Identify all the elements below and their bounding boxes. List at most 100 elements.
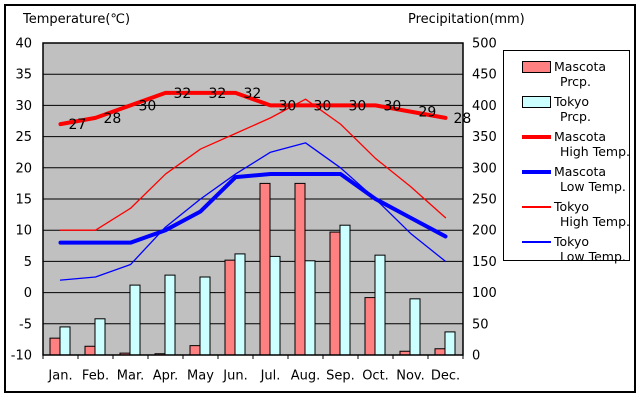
month-label: Nov.	[396, 369, 425, 384]
tokyo-prcp-swatch-icon	[522, 95, 551, 108]
precip-bar	[234, 253, 246, 356]
legend-item-mascota-prcp: Mascota Prcp.	[522, 59, 629, 89]
month-label: May	[187, 369, 214, 384]
data-label: 30	[139, 98, 157, 114]
left-axis-tick-label: 10	[15, 224, 32, 239]
month-label: Aug.	[291, 369, 321, 384]
right-axis-title: Precipitation(mm)	[408, 12, 525, 27]
right-axis-tick-label: 100	[472, 286, 497, 301]
precip-bar	[94, 318, 106, 356]
legend-label: Mascota	[554, 164, 607, 179]
month-label: Feb.	[82, 369, 109, 384]
legend-label-line2: High Temp.	[560, 144, 630, 159]
legend-item-tokyo-high: Tokyo High Temp.	[522, 199, 630, 229]
month-label: Dec.	[431, 369, 460, 384]
right-axis-tick-label: 350	[472, 130, 497, 145]
legend-label: Mascota	[554, 129, 607, 144]
legend: Mascota Prcp. Tokyo Prcp. Mascota High T…	[503, 50, 630, 264]
data-label: 30	[314, 98, 332, 114]
month-label: Jun.	[222, 369, 247, 384]
left-axis-tick-label: 30	[15, 99, 32, 114]
month-label: Mar.	[117, 369, 144, 384]
left-axis-tick-label: 40	[15, 37, 32, 52]
temp-line	[59, 98, 447, 231]
precip-bar	[129, 284, 141, 356]
legend-label-line2: High Temp.	[560, 214, 630, 229]
precip-bar	[199, 276, 211, 356]
legend-label: Tokyo	[554, 94, 589, 109]
chart-outer-border	[4, 4, 636, 393]
right-axis-tick-label: 500	[472, 37, 497, 52]
left-axis-tick-label: -10	[11, 349, 32, 364]
precip-bar	[49, 337, 61, 356]
legend-label: Tokyo	[554, 234, 589, 249]
precip-bar	[304, 260, 316, 356]
legend-label-line2: Prcp.	[560, 74, 591, 89]
right-axis-tick-label: 200	[472, 224, 497, 239]
precip-bar	[339, 224, 351, 356]
month-label: Jul.	[260, 369, 281, 384]
precip-bar	[224, 259, 236, 356]
data-label: 27	[69, 117, 87, 133]
data-label: 30	[349, 98, 367, 114]
legend-label: Tokyo	[554, 199, 589, 214]
data-label: 29	[419, 105, 437, 121]
right-axis-tick-label: 0	[472, 349, 480, 364]
data-label: 30	[279, 98, 297, 114]
month-label: Apr.	[153, 369, 178, 384]
left-axis-tick-label: 15	[15, 193, 32, 208]
right-axis-tick-label: 450	[472, 68, 497, 83]
month-label: Sep.	[326, 369, 355, 384]
mascota-high-line-icon	[522, 134, 551, 139]
temp-line	[58, 90, 448, 127]
data-label: 30	[384, 98, 402, 114]
legend-item-mascota-low: Mascota Low Temp.	[522, 164, 629, 194]
right-axis-tick-label: 250	[472, 193, 497, 208]
month-label: Oct.	[362, 369, 389, 384]
data-label: 32	[244, 86, 262, 102]
left-axis-tick-label: 25	[15, 130, 32, 145]
legend-label-line2: Prcp.	[560, 109, 591, 124]
precip-bar	[409, 298, 421, 356]
left-axis-tick-label: 5	[24, 255, 32, 270]
left-axis-tick-label: 35	[15, 68, 32, 83]
precip-bar	[59, 326, 71, 356]
precip-bar	[269, 255, 281, 356]
right-axis-tick-label: 150	[472, 255, 497, 270]
legend-label-line2: Low Temp.	[560, 249, 626, 264]
legend-label: Mascota	[554, 59, 607, 74]
tokyo-high-line-icon	[522, 205, 551, 208]
precip-bar	[444, 331, 456, 356]
mascota-low-line-icon	[522, 169, 551, 174]
data-label: 28	[104, 111, 122, 127]
precip-bar	[259, 182, 271, 356]
temp-line	[58, 172, 448, 245]
right-axis-tick-label: 300	[472, 161, 497, 176]
precip-bar	[434, 348, 446, 356]
tokyo-low-line-icon	[522, 240, 551, 243]
mascota-prcp-swatch-icon	[522, 60, 551, 73]
left-axis-title: Temperature(℃)	[23, 12, 131, 27]
legend-item-tokyo-prcp: Tokyo Prcp.	[522, 94, 629, 124]
precip-bar	[84, 345, 96, 356]
precip-bar	[164, 274, 176, 356]
precip-bar	[189, 345, 201, 356]
legend-item-tokyo-low: Tokyo Low Temp.	[522, 234, 629, 264]
left-axis-tick-label: 0	[24, 286, 32, 301]
left-axis-tick-label: -5	[19, 317, 32, 332]
legend-label-line2: Low Temp.	[560, 179, 626, 194]
precip-bar	[374, 254, 386, 356]
precip-bar	[329, 231, 341, 356]
temp-line	[59, 142, 447, 281]
precip-bar	[294, 182, 306, 356]
left-axis-tick-label: 20	[15, 161, 32, 176]
data-label: 32	[174, 86, 192, 102]
right-axis-tick-label: 400	[472, 99, 497, 114]
month-label: Jan.	[47, 369, 72, 384]
precip-bar	[364, 297, 376, 356]
right-axis-tick-label: 50	[472, 317, 489, 332]
data-label: 32	[209, 86, 227, 102]
legend-item-mascota-high: Mascota High Temp.	[522, 129, 630, 159]
